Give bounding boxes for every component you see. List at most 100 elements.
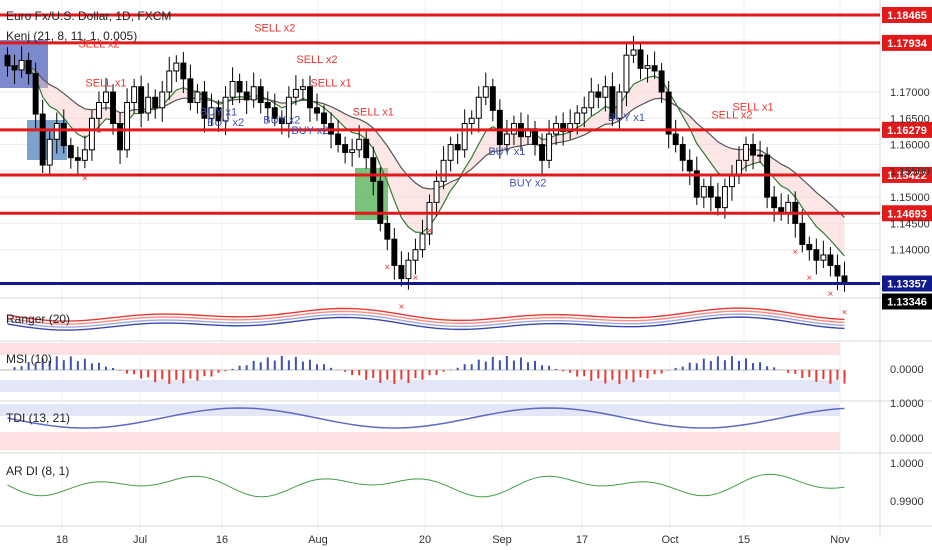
candle-body	[314, 107, 320, 114]
candle-body	[166, 70, 173, 93]
candle-body	[250, 86, 257, 101]
candle-body	[454, 144, 461, 151]
candle-body	[349, 149, 356, 153]
time-tick-label: 18	[56, 534, 68, 546]
candle-body	[679, 144, 686, 161]
candle-body	[560, 123, 567, 132]
buy-signal-label: BUY x1	[200, 107, 237, 119]
sell-signal-label: SELL x2	[254, 23, 295, 35]
price-level-value: 1.15422	[887, 170, 927, 182]
candle-body	[806, 243, 813, 251]
price-level-tag	[882, 205, 932, 222]
candle-body	[475, 96, 482, 119]
candle-body	[236, 80, 243, 93]
candle-body	[67, 145, 74, 159]
candle-body	[419, 233, 426, 251]
candle-body	[278, 117, 285, 125]
candle-body	[306, 86, 313, 109]
candle-body	[103, 91, 109, 104]
candles	[4, 35, 848, 292]
candle-body	[60, 123, 67, 147]
low-marker: ×	[792, 247, 798, 258]
time-tick-label: 17	[576, 534, 588, 546]
candle-body	[363, 138, 370, 159]
time-axis: 18 Jul 16 Aug 20 Sep 17 Oct 15 Nov	[0, 525, 932, 546]
price-level-value: 1.16279	[887, 125, 927, 137]
buy-signal-label: BUY x2	[207, 117, 244, 129]
price-tick-label: 1.15500	[890, 166, 930, 178]
indicator-title: Kenj (21, 8, 11, 1, 0.005)	[6, 29, 137, 43]
candle-body	[152, 96, 159, 109]
candle-body	[609, 86, 616, 119]
price-tick-label: 1.14000	[890, 245, 930, 257]
candle-body	[707, 186, 714, 198]
candle-body	[623, 54, 630, 93]
ma-cloud	[7, 65, 845, 257]
candle-body	[412, 249, 419, 261]
candle-body	[138, 86, 145, 114]
candle-body	[827, 254, 834, 266]
candle-body	[799, 222, 806, 245]
candle-body	[602, 86, 609, 98]
candle-body	[194, 91, 201, 104]
candle-body	[173, 62, 180, 72]
candle-body	[686, 159, 693, 172]
low-marker: ×	[842, 307, 848, 318]
candle-body	[131, 86, 138, 104]
low-marker: ×	[384, 263, 390, 274]
tdi-tick: 1.0000	[890, 398, 924, 410]
price-levels: 1.18465 1.17934 1.16279 1.15422 1.14693 1.133…	[0, 6, 932, 310]
candle-body	[398, 264, 405, 280]
low-marker: ×	[82, 173, 88, 184]
candle-body	[489, 86, 496, 111]
candle-body	[820, 254, 827, 261]
ardi-pane-title: AR DI (8, 1)	[6, 464, 69, 478]
candle-body	[124, 102, 131, 151]
tdi-line	[7, 407, 845, 429]
ranger-line	[7, 310, 845, 325]
price-tick-label: 1.16000	[890, 140, 930, 152]
candle-body	[658, 70, 665, 93]
sell-signal-label: SELL x1	[732, 101, 773, 113]
candle-body	[46, 138, 53, 166]
buy-signal-label: BUY x1	[608, 112, 645, 124]
candle-body	[567, 123, 574, 132]
candle-body	[222, 96, 229, 122]
price-axis: 1.17000 1.16500 1.16000 1.15500 1.15000 1.145…	[890, 87, 930, 257]
candle-body	[447, 144, 454, 161]
time-tick-label: Sep	[492, 534, 512, 546]
candle-body	[215, 107, 222, 122]
candle-body	[208, 107, 215, 119]
buy-signal-label: BUY x2	[509, 178, 546, 190]
candle-body	[257, 86, 264, 104]
candle-body	[342, 144, 349, 153]
sell-signal-label: SELL x2	[296, 54, 337, 66]
candle-body	[503, 133, 510, 146]
msi-upper-band	[0, 343, 840, 355]
sell-signal-label: SELL x1	[310, 78, 351, 90]
candle-body	[651, 65, 658, 72]
msi-pane-title: MSI (10)	[6, 352, 52, 366]
last-price-tag	[882, 293, 932, 310]
time-tick-label: 15	[738, 534, 750, 546]
time-tick-label: Nov	[830, 534, 850, 546]
candle-body	[665, 91, 672, 135]
last-price-value: 1.13346	[887, 296, 927, 308]
candle-body	[356, 138, 363, 151]
candle-body	[110, 91, 116, 125]
price-level-tag	[882, 275, 932, 292]
low-marker: ×	[806, 273, 812, 284]
buy-signal-label: BUY x2	[263, 115, 300, 127]
candle-body	[187, 78, 194, 104]
candle-body	[32, 73, 39, 115]
price-tick-label: 1.14500	[890, 218, 930, 230]
candle-body	[201, 91, 208, 119]
price-level-value: 1.17934	[887, 38, 928, 50]
time-tick-label: Aug	[308, 534, 328, 546]
candle-body	[88, 117, 95, 151]
price-tick-label: 1.15000	[890, 192, 930, 204]
time-tick-label: Jul	[133, 534, 147, 546]
candle-body	[785, 201, 792, 214]
candle-body	[440, 159, 447, 182]
